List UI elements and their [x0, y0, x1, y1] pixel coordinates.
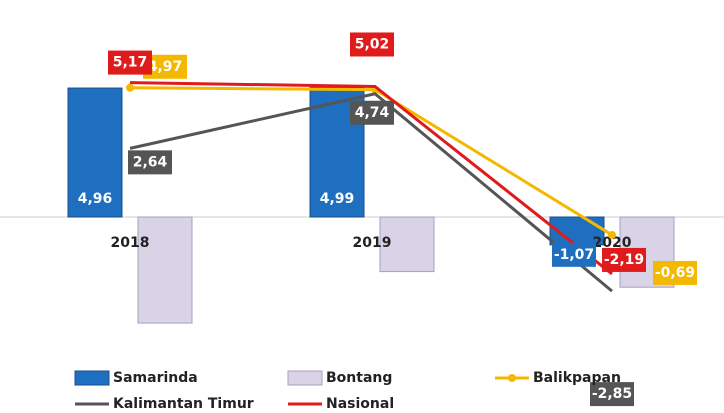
- legend-label: Kalimantan Timur: [113, 396, 254, 412]
- value-label-box: [590, 382, 634, 407]
- legend-marker: [508, 374, 516, 382]
- value-label-box: [108, 50, 152, 75]
- value-label: -2,85: [592, 386, 632, 402]
- line: [129, 81, 613, 276]
- legend-label: Balikpapan: [533, 370, 621, 386]
- bar: [67, 87, 123, 218]
- value-label: 4,99: [320, 191, 355, 207]
- value-label: 4,96: [78, 191, 113, 207]
- value-label-box: [350, 100, 394, 125]
- legend-swatch: [287, 370, 323, 386]
- value-label: -2,19: [604, 252, 644, 268]
- value-label-box: [653, 260, 697, 285]
- line-marker: [126, 83, 134, 92]
- legend-label: Nasional: [326, 396, 394, 412]
- bar: [137, 216, 193, 324]
- value-label: 4,74: [355, 105, 390, 121]
- value-label-box: [552, 242, 596, 267]
- value-label: -1,07: [554, 247, 594, 263]
- bar: [379, 216, 435, 273]
- value-label: 5,17: [113, 55, 148, 71]
- x-tick-label: 2019: [353, 235, 392, 251]
- legend-label: Bontang: [326, 370, 392, 386]
- value-label: 2,64: [133, 154, 168, 170]
- value-label-box: [128, 150, 172, 175]
- legend-swatch: [74, 370, 110, 386]
- x-tick-label: 2020: [593, 235, 632, 251]
- legend-label: Samarinda: [113, 370, 198, 386]
- value-label: 5,02: [355, 36, 390, 52]
- value-label-box: [602, 247, 646, 272]
- value-label: 4,97: [148, 59, 183, 75]
- value-label: -0,69: [655, 265, 695, 281]
- x-tick-label: 2018: [111, 235, 150, 251]
- line: [129, 92, 613, 293]
- value-label-box: [350, 32, 394, 57]
- line-marker: [608, 230, 616, 239]
